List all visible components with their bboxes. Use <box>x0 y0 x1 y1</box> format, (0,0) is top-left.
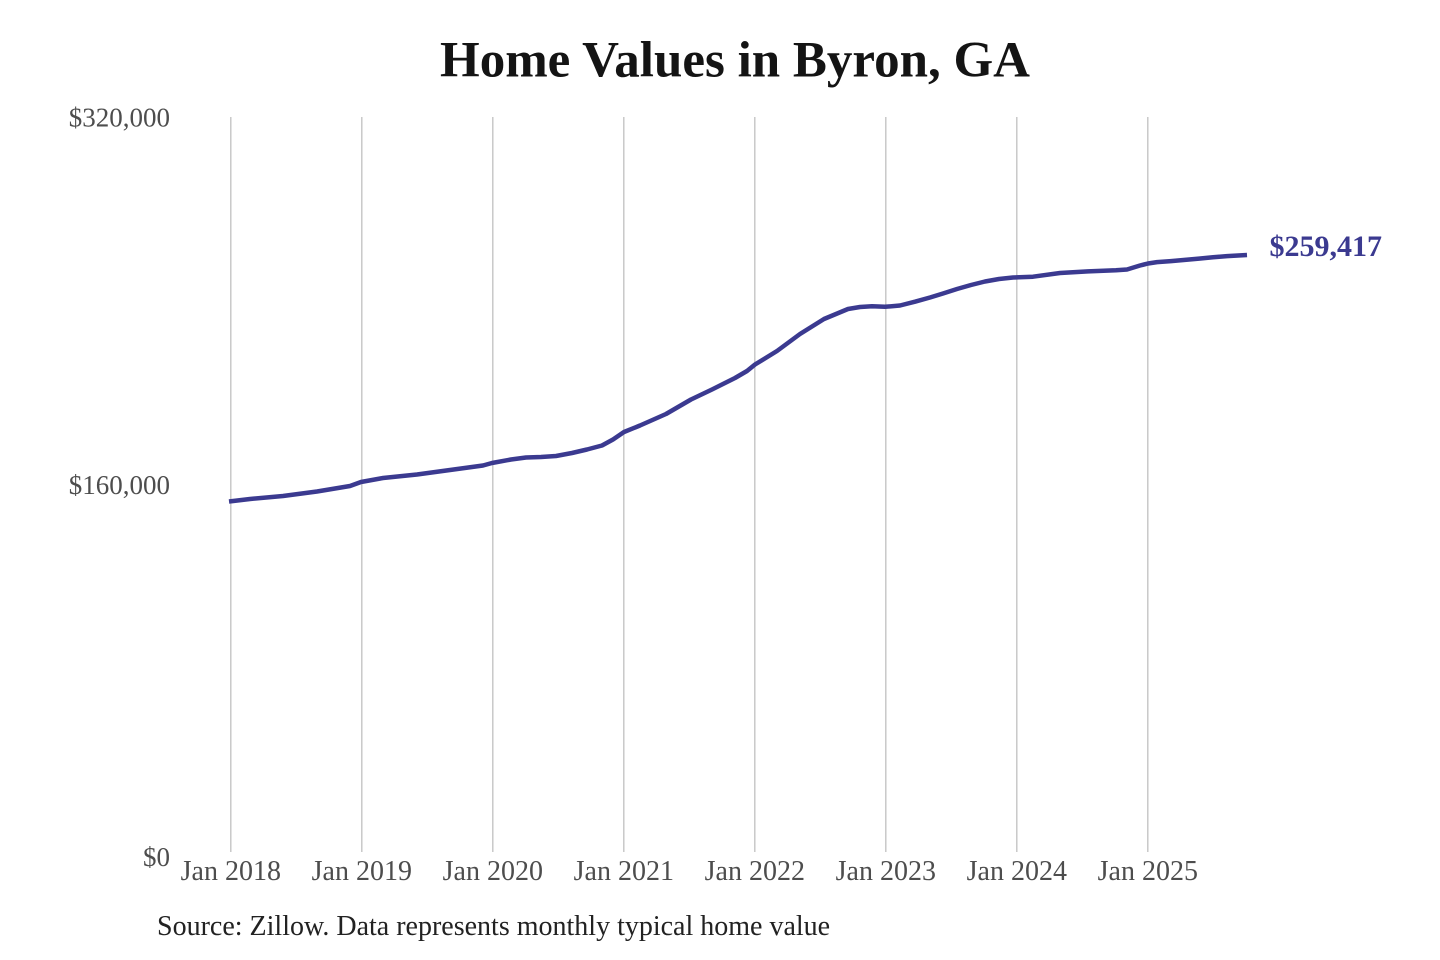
svg-text:Jan 2020: Jan 2020 <box>443 856 543 887</box>
svg-text:$320,000: $320,000 <box>69 103 170 133</box>
svg-text:Home Values in Byron, GA: Home Values in Byron, GA <box>440 33 1030 89</box>
svg-text:$259,417: $259,417 <box>1270 230 1383 263</box>
svg-text:Jan 2022: Jan 2022 <box>705 856 805 887</box>
svg-text:Jan 2025: Jan 2025 <box>1098 856 1198 887</box>
svg-text:Jan 2018: Jan 2018 <box>181 856 281 887</box>
svg-text:Jan 2021: Jan 2021 <box>574 856 674 887</box>
svg-text:$0: $0 <box>143 842 170 872</box>
svg-text:Jan 2024: Jan 2024 <box>967 856 1067 887</box>
svg-text:Jan 2023: Jan 2023 <box>836 856 936 887</box>
svg-text:Source: Zillow. Data represent: Source: Zillow. Data represents monthly … <box>157 911 830 942</box>
svg-text:Jan 2019: Jan 2019 <box>312 856 412 887</box>
svg-text:$160,000: $160,000 <box>69 470 170 500</box>
